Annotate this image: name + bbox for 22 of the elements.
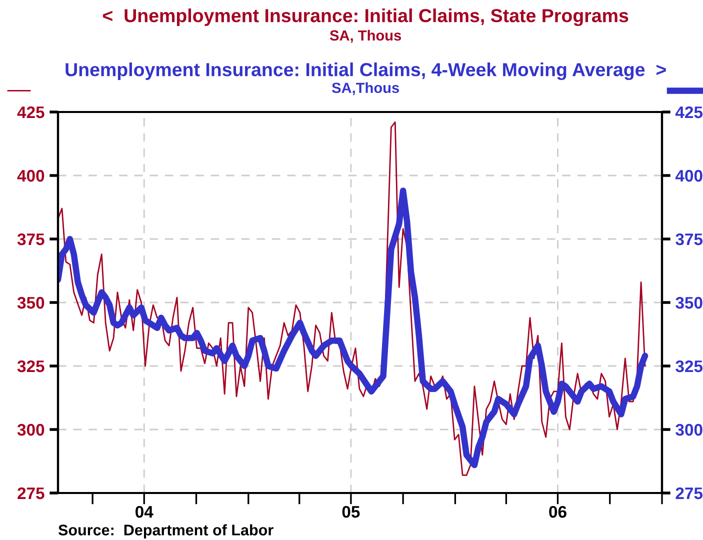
y2-tick-label: 375 bbox=[676, 233, 703, 246]
x-tick-label: 06 bbox=[549, 506, 566, 518]
source-note: Source: Department of Labor bbox=[58, 524, 274, 538]
y-tick-label: 300 bbox=[17, 424, 44, 436]
y-tick-label: 375 bbox=[17, 233, 44, 246]
y2-tick-label: 300 bbox=[676, 424, 702, 436]
x-tick-label: 05 bbox=[342, 506, 360, 518]
text: SA,Thous bbox=[332, 82, 399, 96]
y-tick-label: 400 bbox=[17, 170, 44, 182]
x-tick-label: 04 bbox=[136, 506, 154, 518]
y-tick-label: 350 bbox=[17, 296, 44, 309]
text: Unemployment Insurance: Initial Claims, 4-Week Moving Average > bbox=[66, 62, 666, 80]
y-tick-label: 325 bbox=[17, 360, 44, 372]
y2-tick-label: 425 bbox=[675, 106, 703, 118]
y2-tick-label: 400 bbox=[675, 170, 702, 182]
text: SA, Thous bbox=[330, 30, 402, 43]
y2-tick-label: 350 bbox=[676, 296, 702, 309]
y2-tick-label: 275 bbox=[676, 487, 703, 500]
y-tick-label: 275 bbox=[18, 487, 44, 500]
y2-tick-label: 325 bbox=[676, 360, 703, 372]
y-tick-label: 425 bbox=[17, 106, 44, 118]
text: < Unemployment Insurance: Initial Claims, State Programs bbox=[103, 8, 628, 26]
